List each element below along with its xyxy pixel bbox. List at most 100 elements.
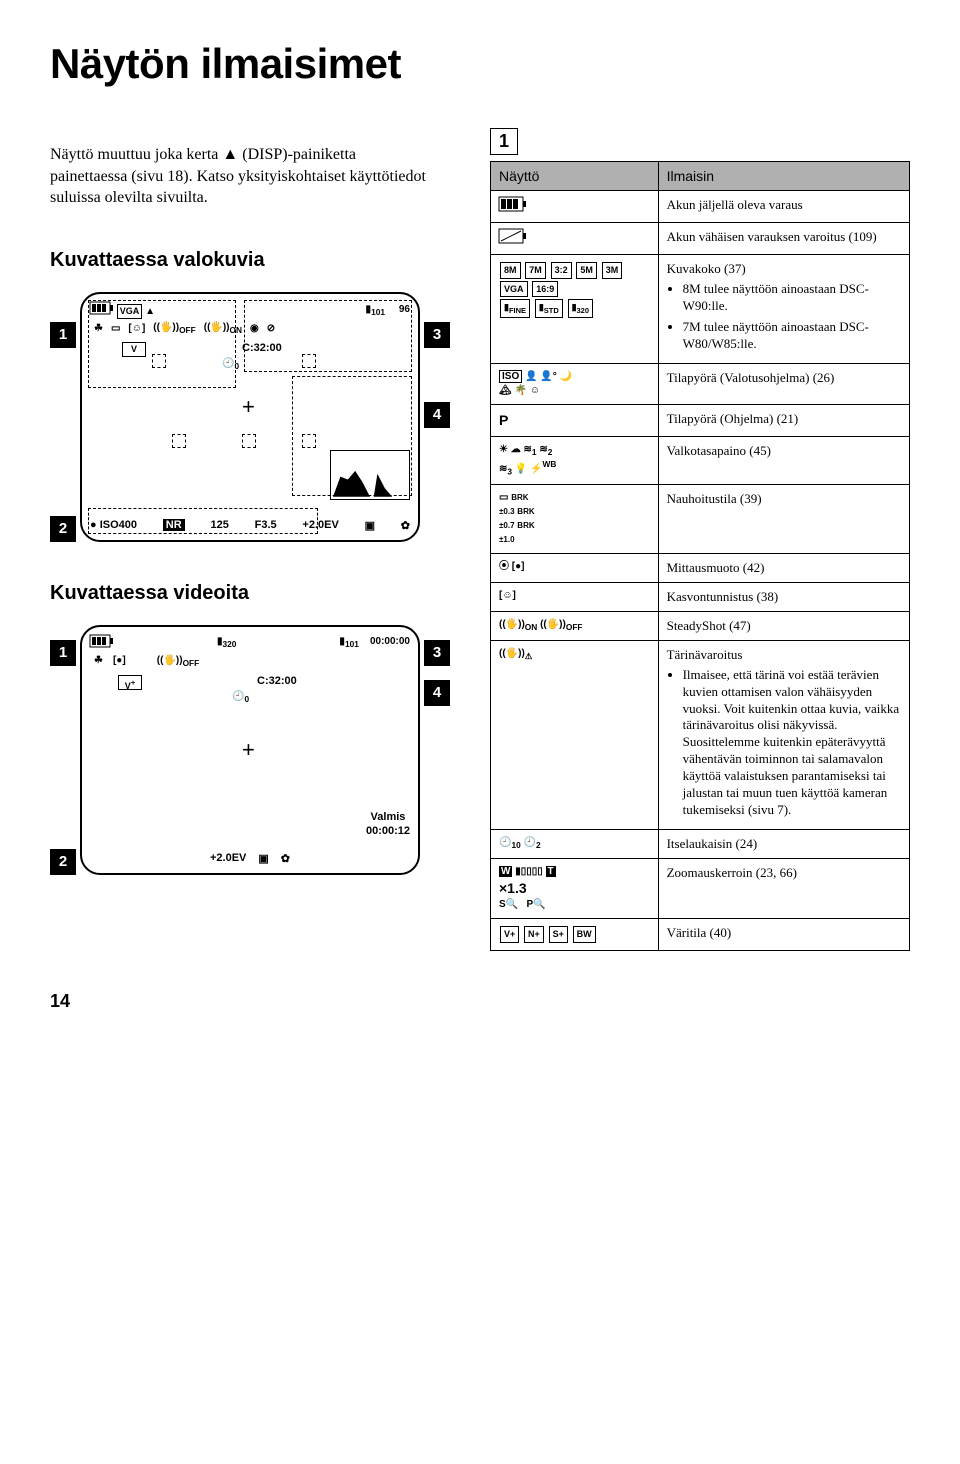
table-row: V+ N+ S+ BWVäritila (40) bbox=[491, 919, 910, 951]
lcd1-bottom-row: ● ISO400 NR 125 F3.5 +2.0EV ▣ ✿ bbox=[90, 519, 410, 532]
flower-v-icon: ✿ bbox=[281, 852, 290, 865]
diag-code-v: C:32:00 bbox=[257, 675, 297, 687]
hand-on-icon: ((🖐))ON bbox=[204, 322, 242, 335]
metering-v-icon: ▣ bbox=[258, 852, 268, 865]
display-cell: ((🖐))ON ((🖐))OFF bbox=[491, 611, 659, 640]
macro-icon: ☘ bbox=[94, 323, 103, 334]
table-row: ((🖐))⚠TärinävaroitusIlmaisee, että tärin… bbox=[491, 640, 910, 829]
nr-icon: NR bbox=[163, 519, 185, 531]
ready-box: Valmis 00:00:12 bbox=[366, 811, 410, 837]
flower-icon: ✿ bbox=[401, 519, 410, 532]
callout-v2: 2 bbox=[50, 849, 76, 875]
lcd-photo-wrap: 1 2 3 4 VGA ▲ bbox=[50, 292, 450, 542]
table-row: ▭ BRK±0.3 BRK±0.7 BRK±1.0Nauhoitustila (… bbox=[491, 484, 910, 553]
macro-icon: ☘ bbox=[94, 655, 103, 668]
indicator-cell: Nauhoitustila (39) bbox=[658, 484, 909, 553]
th-indicator: Ilmaisin bbox=[658, 162, 909, 191]
diag-code: C:32:00 bbox=[242, 342, 282, 354]
photo-section-label: Kuvattaessa valokuvia bbox=[50, 249, 450, 272]
center-cross-v-icon: + bbox=[242, 737, 255, 763]
table-row: [☺]Kasvontunnistus (38) bbox=[491, 582, 910, 611]
histogram bbox=[330, 450, 410, 500]
rate-icon: ▮320 bbox=[217, 636, 236, 647]
memstick-icon: ▮101 bbox=[366, 304, 385, 315]
table-row: 🕘10 🕘2Itselaukaisin (24) bbox=[491, 829, 910, 858]
table-row: ☀ ☁ ≋1 ≋2≋3 💡 ⚡WBValkotasapaino (45) bbox=[491, 437, 910, 485]
display-cell: ☀ ☁ ≋1 ≋2≋3 💡 ⚡WB bbox=[491, 437, 659, 485]
display-cell: [☺] bbox=[491, 582, 659, 611]
table-row: 8M 7M 3:2 5M 3M VGA 16:9▮FINE ▮STD ▮320K… bbox=[491, 255, 910, 364]
callout-1: 1 bbox=[50, 322, 76, 348]
center-cross-icon: + bbox=[242, 394, 255, 420]
indicator-cell: Kuvakoko (37) 8M tulee näyttöön ainoasta… bbox=[658, 255, 909, 364]
group-1-label: 1 bbox=[490, 128, 910, 155]
lcd-photo: VGA ▲ ▮101 96 ☘ ▭ [☺] bbox=[80, 292, 420, 542]
indicator-cell: Väritila (40) bbox=[658, 919, 909, 951]
callout-4: 4 bbox=[424, 402, 450, 428]
vga-icon: VGA bbox=[117, 304, 143, 319]
indicator-cell: Akun jäljellä oleva varaus bbox=[658, 191, 909, 223]
indicator-cell: Valkotasapaino (45) bbox=[658, 437, 909, 485]
indicator-cell: SteadyShot (47) bbox=[658, 611, 909, 640]
indicator-cell: Tilapyörä (Valotusohjelma) (26) bbox=[658, 363, 909, 404]
face-detect-icon: [☺] bbox=[128, 323, 145, 334]
page-title: Näytön ilmaisimet bbox=[50, 40, 910, 88]
table-row: ((🖐))ON ((🖐))OFFSteadyShot (47) bbox=[491, 611, 910, 640]
display-cell: ((🖐))⚠ bbox=[491, 640, 659, 829]
video-section-label: Kuvattaessa videoita bbox=[50, 582, 450, 605]
battery-icon bbox=[90, 635, 114, 647]
indicator-cell: Mittausmuoto (42) bbox=[658, 553, 909, 582]
display-cell: V+ N+ S+ BW bbox=[491, 919, 659, 951]
shot-count: 96 bbox=[399, 304, 410, 315]
indicator-table: Näyttö Ilmaisin Akun jäljellä oleva vara… bbox=[490, 161, 910, 951]
lcd2-top-row: ▮320 ▮101 00:00:00 bbox=[90, 635, 410, 650]
display-cell: P bbox=[491, 404, 659, 437]
display-cell: 🕘10 🕘2 bbox=[491, 829, 659, 858]
indicator-cell: Kasvontunnistus (38) bbox=[658, 582, 909, 611]
lcd-video: ▮320 ▮101 00:00:00 ☘ [●] ((🖐))OFF bbox=[80, 625, 420, 875]
table-row: Akun jäljellä oleva varaus bbox=[491, 191, 910, 223]
no-flash-icon: ⊘ bbox=[267, 323, 275, 334]
display-cell: ⦿ [●] bbox=[491, 553, 659, 582]
callout-3: 3 bbox=[424, 322, 450, 348]
lcd1-top-row: VGA ▲ ▮101 96 bbox=[90, 302, 410, 319]
eye-icon: ◉ bbox=[250, 323, 259, 334]
indicator-cell: Itselaukaisin (24) bbox=[658, 829, 909, 858]
th-display: Näyttö bbox=[491, 162, 659, 191]
display-cell: ISO 👤 👤° 🌙🏔 🌴 ☺ bbox=[491, 363, 659, 404]
display-cell: W ▮▯▯▯▯ T×1.3S🔍 P🔍 bbox=[491, 858, 659, 919]
indicator-cell: Akun vähäisen varauksen varoitus (109) bbox=[658, 223, 909, 255]
lcd-video-wrap: 1 2 3 4 ▮320 ▮101 00:00:00 bbox=[50, 625, 450, 875]
callout-v3: 3 bbox=[424, 640, 450, 666]
mountain-icon: ▲ bbox=[145, 306, 155, 317]
indicator-cell: Tilapyörä (Ohjelma) (21) bbox=[658, 404, 909, 437]
table-row: W ▮▯▯▯▯ T×1.3S🔍 P🔍Zoomauskerroin (23, 66… bbox=[491, 858, 910, 919]
burst-icon: ▭ bbox=[111, 323, 120, 334]
display-cell bbox=[491, 191, 659, 223]
table-row: PTilapyörä (Ohjelma) (21) bbox=[491, 404, 910, 437]
rec-time: 00:00:00 bbox=[370, 636, 410, 647]
intro-text: Näyttö muuttuu joka kerta ▲ (DISP)-paini… bbox=[50, 144, 430, 209]
hand-off-icon: ((🖐))OFF bbox=[157, 655, 199, 668]
metering-icon: ▣ bbox=[365, 519, 375, 532]
display-cell: ▭ BRK±0.3 BRK±0.7 BRK±1.0 bbox=[491, 484, 659, 553]
lcd2-bottom-row: +2.0EV ▣ ✿ bbox=[90, 852, 410, 865]
display-cell: 8M 7M 3:2 5M 3M VGA 16:9▮FINE ▮STD ▮320 bbox=[491, 255, 659, 364]
table-row: ISO 👤 👤° 🌙🏔 🌴 ☺Tilapyörä (Valotusohjelma… bbox=[491, 363, 910, 404]
indicator-cell: TärinävaroitusIlmaisee, että tärinä voi … bbox=[658, 640, 909, 829]
memstick-icon: ▮101 bbox=[339, 636, 358, 647]
table-row: Akun vähäisen varauksen varoitus (109) bbox=[491, 223, 910, 255]
callout-v1: 1 bbox=[50, 640, 76, 666]
indicator-cell: Zoomauskerroin (23, 66) bbox=[658, 858, 909, 919]
callout-v4: 4 bbox=[424, 680, 450, 706]
self-timer-v-icon: 🕘0 bbox=[232, 691, 249, 704]
page-number: 14 bbox=[50, 991, 910, 1012]
vplus-icon: V+ bbox=[118, 675, 142, 690]
battery-icon bbox=[90, 302, 114, 314]
v-icon: V bbox=[122, 342, 146, 357]
callout-2: 2 bbox=[50, 516, 76, 542]
hand-off-icon: ((🖐))OFF bbox=[153, 322, 195, 335]
spot-icon: [●] bbox=[113, 655, 126, 668]
self-timer-icon: 🕘0 bbox=[222, 358, 239, 371]
table-row: ⦿ [●]Mittausmuoto (42) bbox=[491, 553, 910, 582]
